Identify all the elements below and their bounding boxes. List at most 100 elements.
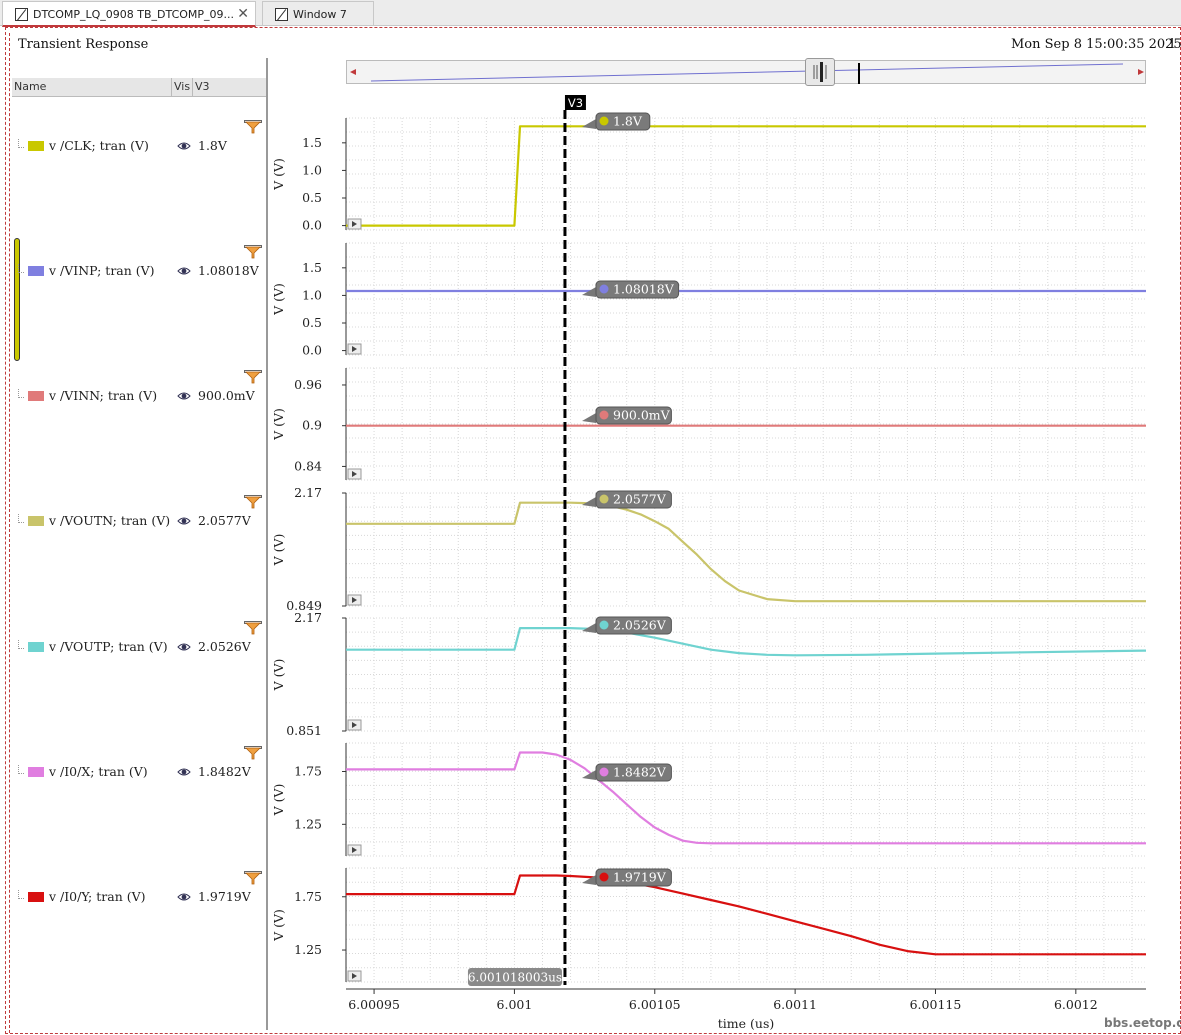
strip: 0.84 0.9 0.96 V (V) 900.0mV bbox=[271, 367, 1146, 481]
expand-strip-button[interactable] bbox=[347, 844, 362, 856]
cursor-time-label: 6.001018003us bbox=[468, 968, 562, 986]
expand-strip-button[interactable] bbox=[347, 970, 362, 982]
tab-dtcomp[interactable]: DTCOMP_LQ_0908 TB_DTCOMP_09... ✕ bbox=[2, 1, 256, 27]
legend-header-name[interactable]: Name bbox=[14, 80, 47, 93]
y-tick-label: 1.75 bbox=[294, 764, 322, 779]
y-axis-label: V (V) bbox=[271, 283, 286, 316]
legend-row[interactable]: v /CLK; tran (V) 1.8V bbox=[12, 138, 262, 159]
signal-name[interactable]: v /VOUTN; tran (V) bbox=[49, 513, 171, 528]
scroll-overview bbox=[350, 63, 1144, 84]
expand-strip-button[interactable] bbox=[347, 343, 362, 355]
filter-icon[interactable] bbox=[244, 494, 262, 509]
eye-icon[interactable] bbox=[177, 389, 191, 403]
y-axis-label: V (V) bbox=[271, 534, 286, 567]
color-swatch[interactable] bbox=[28, 516, 44, 526]
legend-row[interactable]: v /VOUTN; tran (V) 2.0577V bbox=[12, 513, 262, 534]
watermark: bbs.eetop.cn bbox=[1104, 1016, 1181, 1030]
strip: 1.25 1.75 V (V) 1.8482V bbox=[271, 742, 1146, 857]
color-swatch[interactable] bbox=[28, 892, 44, 902]
signal-name[interactable]: v /I0/X; tran (V) bbox=[49, 764, 148, 779]
cursor-value-text: 2.0526V bbox=[613, 618, 667, 633]
eye-icon[interactable] bbox=[177, 890, 191, 904]
graph-title: Transient Response bbox=[18, 37, 149, 52]
cursor-time-text: 6.001018003us bbox=[468, 971, 562, 985]
color-swatch[interactable] bbox=[28, 266, 44, 276]
y-tick-label: 2.17 bbox=[294, 610, 322, 625]
series-trace[interactable] bbox=[346, 501, 1146, 603]
color-swatch[interactable] bbox=[28, 391, 44, 401]
color-swatch[interactable] bbox=[28, 767, 44, 777]
grip-icon bbox=[813, 62, 827, 82]
signal-name[interactable]: v /VINN; tran (V) bbox=[49, 388, 158, 403]
waveform-doc-icon bbox=[15, 8, 28, 21]
eye-icon[interactable] bbox=[177, 514, 191, 528]
cursor-value-label: 2.0577V bbox=[582, 490, 672, 509]
scroll-right-icon bbox=[1138, 69, 1144, 75]
y-tick-label: 0.849 bbox=[286, 598, 322, 613]
scroll-thumb[interactable] bbox=[805, 58, 835, 86]
strip: 1.25 1.75 V (V) 1.9719V bbox=[271, 867, 1146, 983]
strip: 0.851 2.17 V (V) 2.0526V bbox=[271, 610, 1147, 738]
x-tick-label: 6.00095 bbox=[348, 997, 400, 1012]
filter-icon[interactable] bbox=[244, 369, 262, 384]
cursor-value: 1.8V bbox=[198, 138, 227, 153]
cursor-tag[interactable]: V3 bbox=[564, 95, 586, 110]
x-tick-label: 6.0012 bbox=[1054, 997, 1098, 1012]
tab-window-7[interactable]: Window 7 bbox=[262, 1, 374, 25]
filter-icon[interactable] bbox=[244, 244, 262, 259]
legend-row[interactable]: v /I0/X; tran (V) 1.8482V bbox=[12, 764, 262, 785]
series-trace[interactable] bbox=[346, 874, 1146, 956]
panel-splitter[interactable] bbox=[266, 58, 268, 1030]
expand-strip-button[interactable] bbox=[347, 468, 362, 480]
cursor-value-text: 1.8V bbox=[613, 114, 643, 129]
expand-strip-button[interactable] bbox=[347, 218, 362, 230]
legend-header-vis[interactable]: Vis bbox=[174, 80, 191, 93]
cursor-value-text: 1.08018V bbox=[613, 282, 675, 297]
tree-connector bbox=[18, 514, 24, 523]
strip-selection-bar[interactable] bbox=[14, 238, 20, 361]
cursor-name: V3 bbox=[568, 96, 583, 110]
eye-icon[interactable] bbox=[177, 264, 191, 278]
timestamp: Mon Sep 8 15:00:35 2025 bbox=[1011, 37, 1181, 52]
signal-name[interactable]: v /CLK; tran (V) bbox=[49, 138, 149, 153]
window-inner-frame bbox=[9, 33, 1181, 1033]
eye-icon[interactable] bbox=[177, 765, 191, 779]
y-tick-label: 0.0 bbox=[302, 343, 322, 358]
legend-row[interactable]: v /VINP; tran (V) 1.08018V bbox=[12, 263, 262, 284]
filter-icon[interactable] bbox=[244, 870, 262, 885]
x-scrollbar[interactable] bbox=[346, 60, 1146, 84]
play-icon bbox=[352, 221, 357, 227]
tab-dtcomp-label: DTCOMP_LQ_0908 TB_DTCOMP_09... bbox=[33, 8, 235, 21]
expand-strip-button[interactable] bbox=[347, 719, 362, 731]
y-axis-label: V (V) bbox=[271, 408, 286, 441]
legend-row[interactable]: v /I0/Y; tran (V) 1.9719V bbox=[12, 889, 262, 910]
legend-row[interactable]: v /VINN; tran (V) 900.0mV bbox=[12, 388, 262, 409]
series-trace[interactable] bbox=[346, 751, 1146, 845]
y-tick-label: 0.5 bbox=[302, 190, 322, 205]
legend-header-v3[interactable]: V3 bbox=[195, 80, 210, 93]
expand-strip-button[interactable] bbox=[347, 594, 362, 606]
eye-icon[interactable] bbox=[177, 640, 191, 654]
color-swatch[interactable] bbox=[28, 642, 44, 652]
series-trace[interactable] bbox=[346, 627, 1147, 657]
signal-name[interactable]: v /VOUTP; tran (V) bbox=[49, 639, 168, 654]
cursor-value-text: 2.0577V bbox=[613, 492, 667, 507]
legend-row[interactable]: v /VOUTP; tran (V) 2.0526V bbox=[12, 639, 262, 660]
series-trace[interactable] bbox=[346, 125, 1146, 227]
cursor-value-label: 1.8V bbox=[582, 112, 651, 131]
signal-name[interactable]: v /I0/Y; tran (V) bbox=[49, 889, 146, 904]
y-axis-label: V (V) bbox=[271, 659, 286, 692]
strip: 0.0 0.5 1.0 1.5 V (V) 1.8V bbox=[271, 112, 1146, 233]
eye-icon[interactable] bbox=[177, 139, 191, 153]
signal-name[interactable]: v /VINP; tran (V) bbox=[49, 263, 155, 278]
filter-icon[interactable] bbox=[244, 745, 262, 760]
tree-connector bbox=[18, 264, 24, 273]
y-tick-label: 1.5 bbox=[302, 135, 322, 150]
close-icon[interactable]: ✕ bbox=[237, 6, 249, 22]
filter-icon[interactable] bbox=[244, 620, 262, 635]
color-swatch[interactable] bbox=[28, 141, 44, 151]
y-tick-label: 1.25 bbox=[294, 816, 322, 831]
filter-icon[interactable] bbox=[244, 119, 262, 134]
cursor-value: 1.8482V bbox=[198, 764, 251, 779]
